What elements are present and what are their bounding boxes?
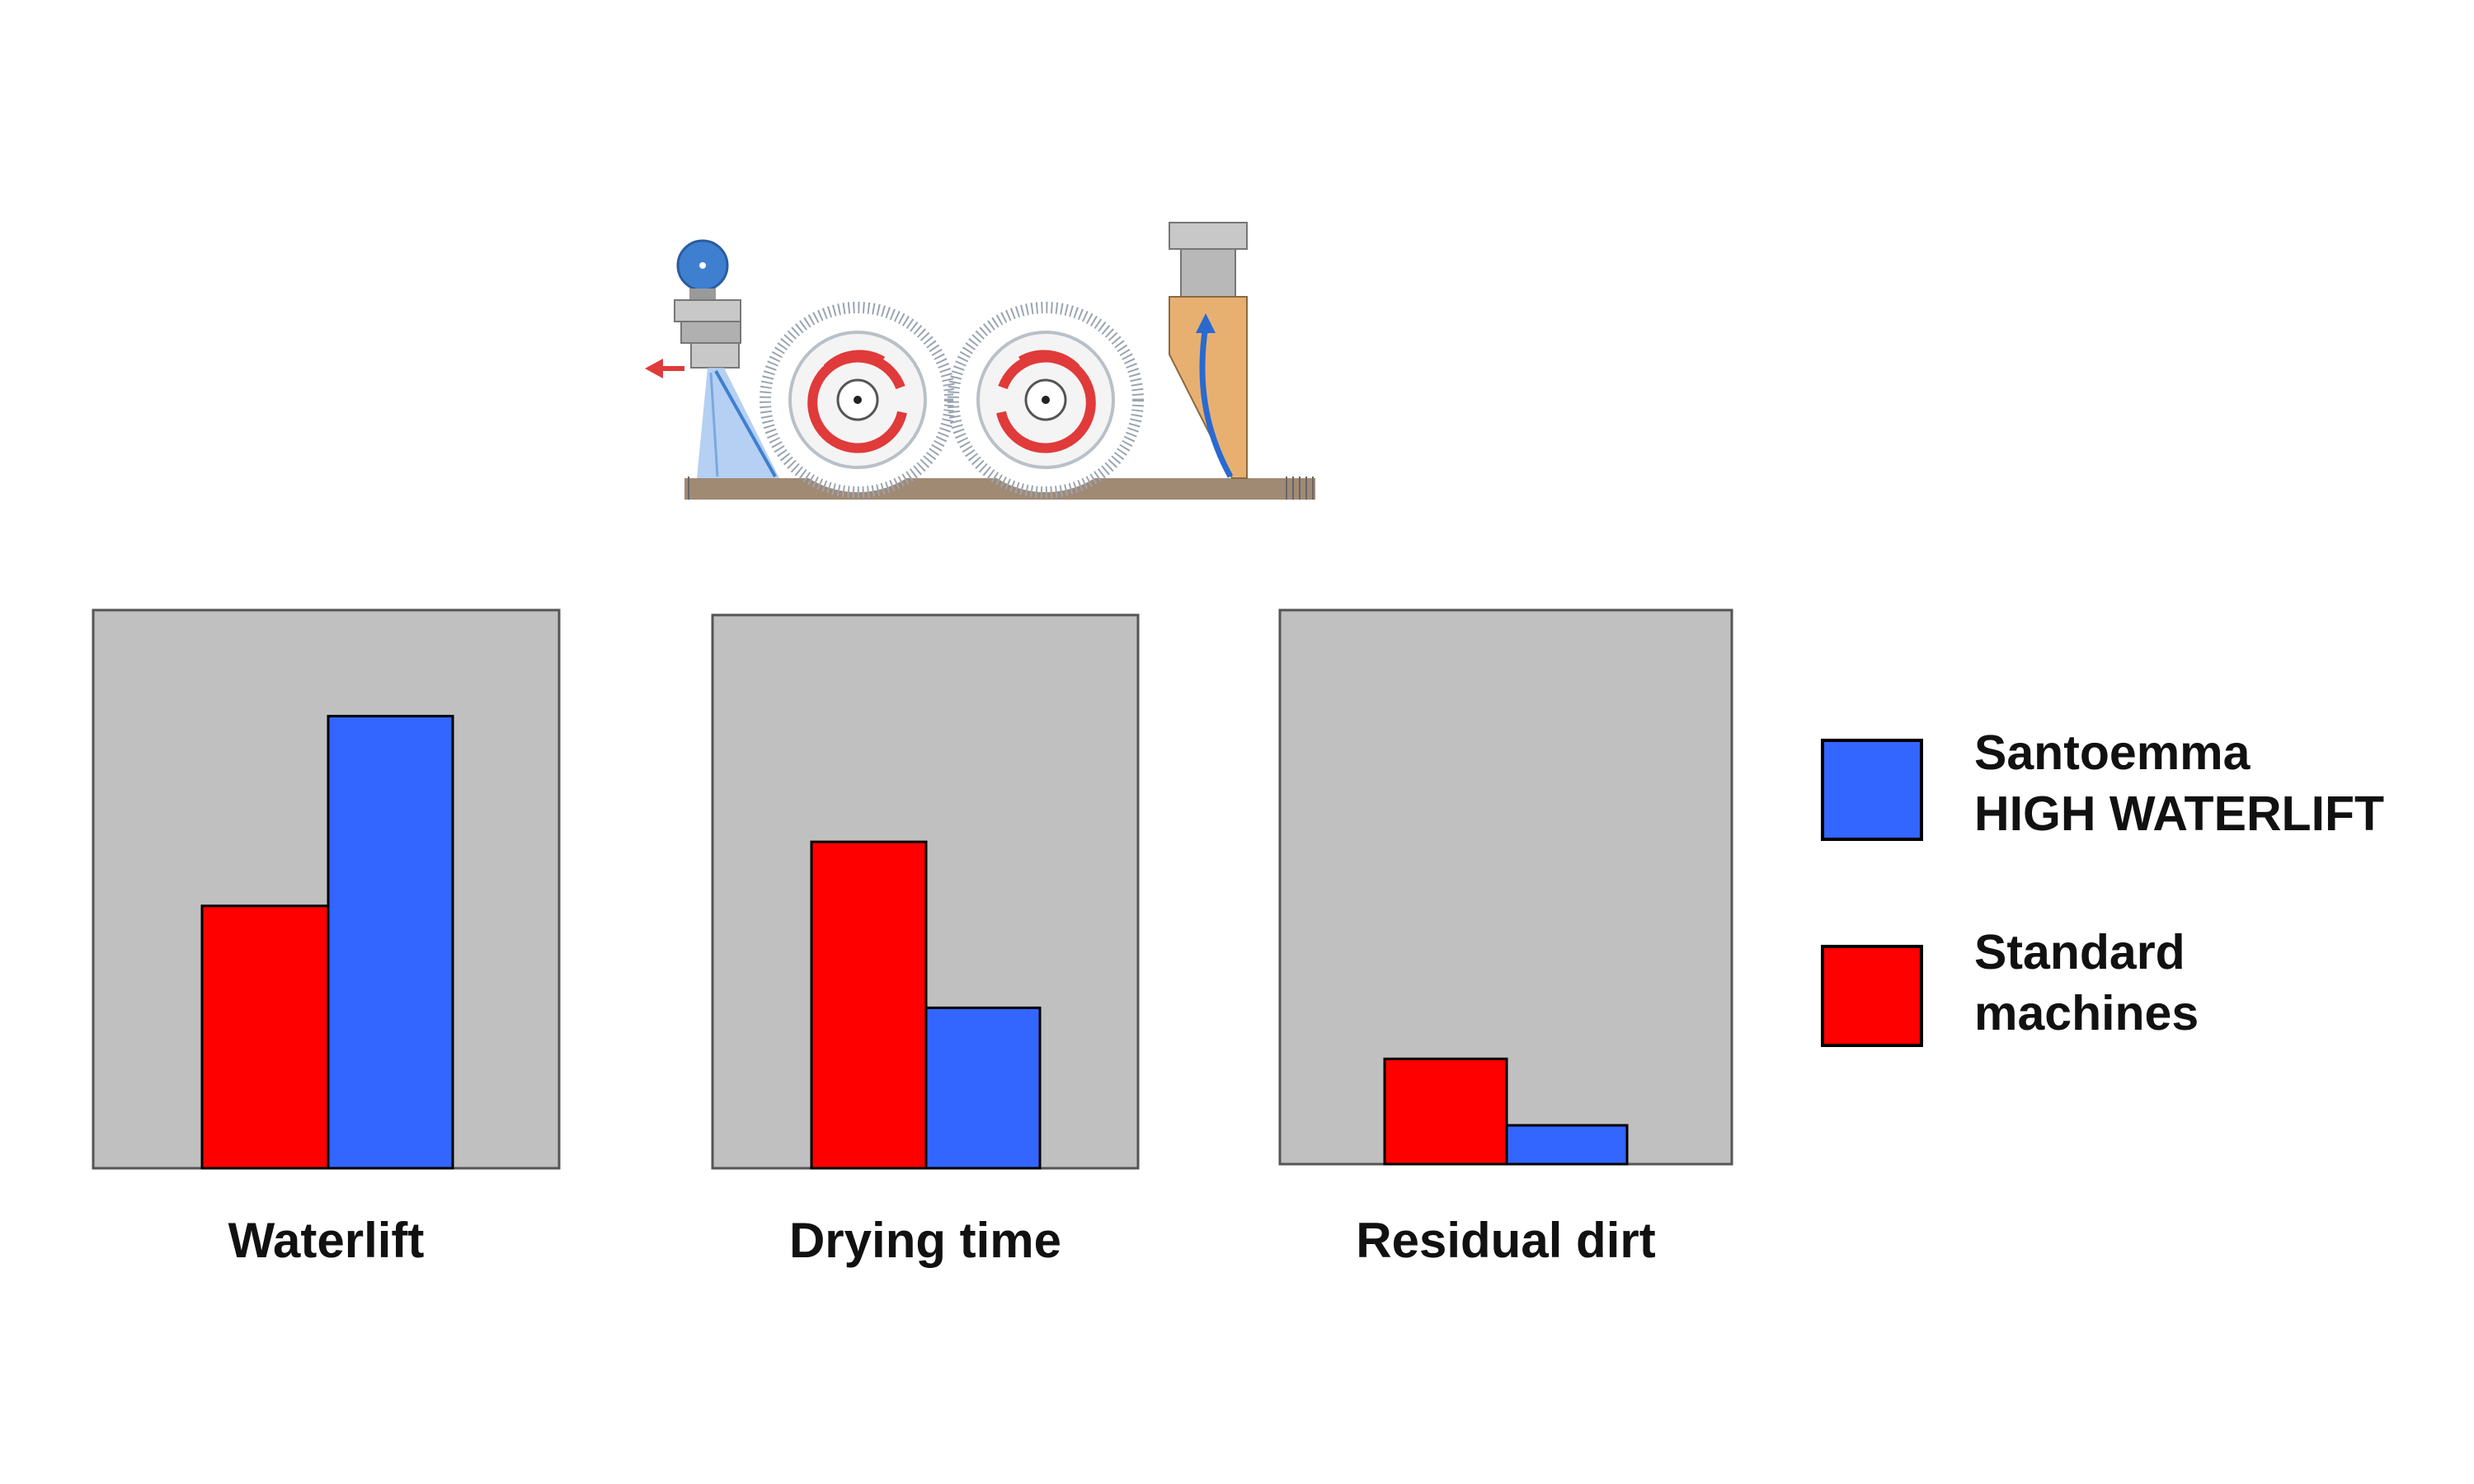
x-axis-label: Drying time: [789, 1213, 1061, 1268]
bar-standard: [810, 840, 928, 1170]
vacuum-squeegee-icon: [1169, 222, 1248, 479]
legend-label-standard-line1: Standard: [1974, 925, 2185, 979]
bar-standard: [200, 904, 330, 1170]
brush-roller-icon: [760, 302, 956, 498]
chart-residual-dirt: Residual dirt: [1278, 608, 1733, 1268]
x-axis-label: Residual dirt: [1356, 1213, 1655, 1268]
bar-santoemma: [924, 1006, 1042, 1170]
legend-swatch-standard: [1821, 945, 1923, 1047]
legend-label-standard: Standard machines: [1974, 922, 2199, 1044]
legend-swatch-santoemma: [1821, 739, 1923, 841]
spray-nozzle-icon: [645, 239, 779, 478]
floor-strip: [684, 477, 1315, 500]
legend-label-santoemma-line1: Santoemma: [1974, 726, 2251, 780]
legend-label-santoemma: Santoemma HIGH WATERLIFT: [1974, 722, 2384, 844]
brush-roller-icon: [948, 302, 1144, 498]
x-axis-label: Waterlift: [228, 1213, 425, 1268]
chart-waterlift: Waterlift: [92, 608, 561, 1268]
bar-standard: [1383, 1057, 1508, 1166]
chart-drying-time: Drying time: [711, 613, 1140, 1268]
bar-santoemma: [327, 715, 454, 1170]
bar-santoemma: [1505, 1124, 1629, 1166]
legend-label-santoemma-line2: HIGH WATERLIFT: [1974, 787, 2385, 841]
legend-label-standard-line2: machines: [1974, 986, 2199, 1040]
